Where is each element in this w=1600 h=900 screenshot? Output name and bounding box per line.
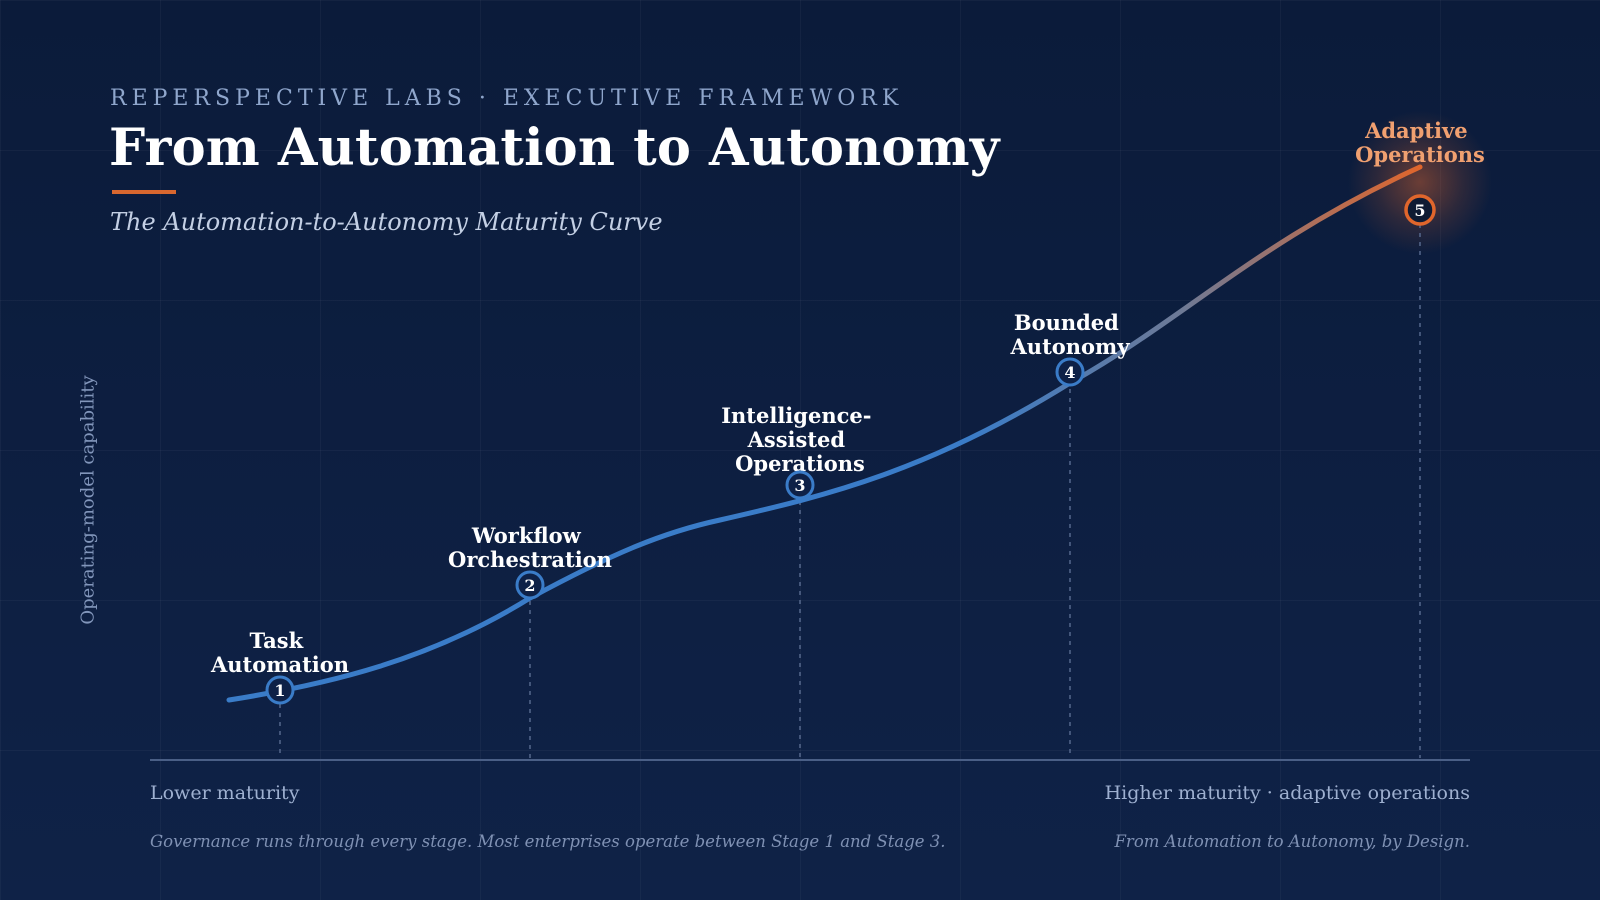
stage-5-number: 5	[1414, 201, 1425, 220]
stage-3: Intelligence- Assisted Operations 3	[721, 403, 879, 500]
stage-4-label: Bounded Autonomy	[1010, 310, 1131, 359]
eyebrow: REPERSPECTIVE LABS · EXECUTIVE FRAMEWORK	[110, 86, 904, 111]
stage-1-marker	[265, 675, 295, 705]
stage-3-label: Intelligence- Assisted Operations	[721, 403, 879, 476]
title-accent-rule	[112, 190, 176, 194]
stage-4-number: 4	[1064, 363, 1075, 382]
stage-3-number: 3	[794, 476, 805, 495]
x-axis-right-label: Higher maturity · adaptive operations	[1104, 782, 1470, 804]
stage-1-number: 1	[274, 681, 285, 700]
stage-5: Adaptive Operations 5	[1355, 118, 1485, 226]
maturity-curve	[226, 164, 1423, 703]
stage-1-label: Task Automation	[210, 628, 349, 677]
final-stage-glow	[1348, 110, 1492, 254]
stage-2: Workflow Orchestration 2	[448, 523, 612, 600]
stage-5-label: Adaptive Operations	[1355, 118, 1485, 167]
stage-3-marker	[785, 470, 815, 500]
page-title: From Automation to Autonomy	[109, 118, 1000, 178]
subtitle: The Automation-to-Autonomy Maturity Curv…	[110, 208, 663, 236]
stage-5-marker	[1404, 194, 1436, 226]
stage-2-number: 2	[524, 576, 535, 595]
stage-4: Bounded Autonomy 4	[1010, 310, 1131, 387]
stage-4-marker	[1055, 357, 1085, 387]
stage-1: Task Automation 1	[210, 628, 349, 705]
stage-2-label: Workflow Orchestration	[448, 523, 612, 572]
stage-2-marker	[515, 570, 545, 600]
footer-note: Governance runs through every stage. Mos…	[150, 832, 946, 851]
x-axis-left-label: Lower maturity	[150, 782, 300, 804]
footer-tagline: From Automation to Autonomy, by Design.	[1114, 832, 1470, 851]
